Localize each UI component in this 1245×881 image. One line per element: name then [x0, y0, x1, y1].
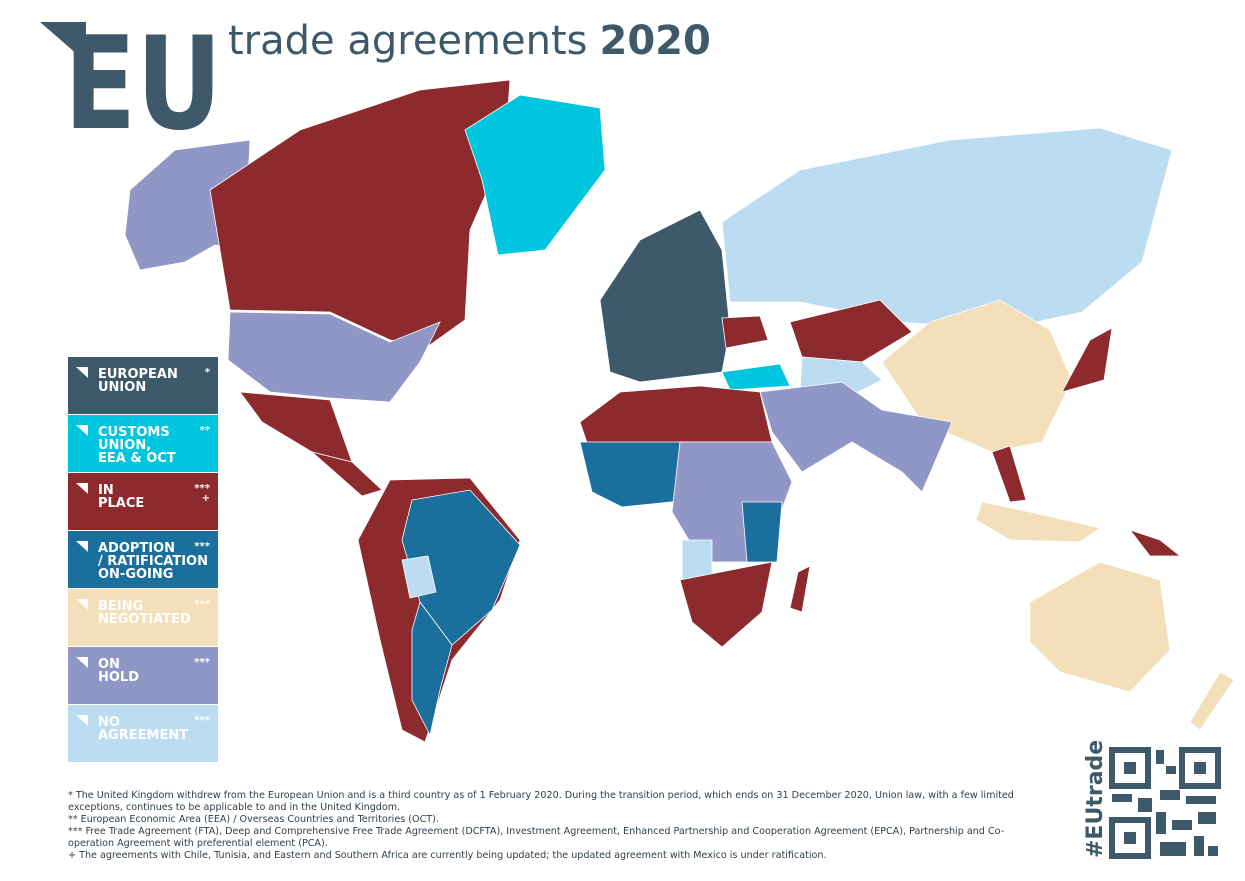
southern-africa — [679, 561, 773, 648]
qr-code — [1109, 747, 1221, 859]
canada — [209, 79, 511, 346]
west-africa — [579, 441, 691, 508]
title: trade agreements 2020 — [228, 18, 711, 64]
indonesia — [975, 501, 1101, 543]
logo: EU — [64, 10, 222, 159]
legend-label: ADOPTION — [98, 541, 175, 556]
legend-icon — [76, 425, 88, 436]
legend-label: NO — [98, 715, 120, 730]
world-map — [124, 79, 1235, 743]
legend-label: UNION, — [98, 438, 151, 453]
usa — [227, 311, 441, 403]
angola — [681, 539, 713, 581]
japan — [1061, 327, 1113, 393]
ukraine — [721, 315, 769, 349]
legend-note: *** — [194, 715, 210, 726]
russia — [721, 127, 1173, 331]
legend-note: ** — [200, 425, 211, 436]
legend-note: * — [205, 367, 211, 378]
legend-note: *** — [194, 483, 210, 494]
turkey — [721, 363, 791, 391]
brazil — [401, 489, 521, 646]
legend-label: PLACE — [98, 496, 144, 511]
footnote: *** Free Trade Agreement (FTA), Deep and… — [68, 826, 1005, 849]
australia — [1029, 561, 1171, 693]
legend-label: HOLD — [98, 670, 139, 685]
east-africa — [741, 501, 783, 563]
central-america — [311, 451, 383, 497]
legend-swatch — [68, 531, 218, 588]
legend-icon — [76, 483, 88, 494]
new-zealand — [1189, 671, 1235, 731]
legend-swatch — [68, 647, 218, 704]
legend-label: / RATIFICATION — [98, 554, 208, 569]
argentina — [411, 601, 453, 737]
legend-label: UNION — [98, 380, 146, 395]
mexico — [239, 391, 353, 463]
title-text: trade agreements — [228, 18, 588, 64]
legend-label: EEA & OCT — [98, 451, 176, 466]
legend-note: + — [202, 493, 210, 504]
footnote: ** European Economic Area (EEA) / Overse… — [68, 814, 439, 825]
legend-label: EUROPEAN — [98, 367, 178, 382]
legend-label: BEING — [98, 599, 143, 614]
footnotes: * The United Kingdom withdrew from the E… — [68, 790, 1048, 862]
europe — [599, 209, 731, 383]
legend-swatch — [68, 589, 218, 646]
middle-east-india — [759, 381, 953, 493]
kazakhstan — [789, 299, 913, 363]
legend-note: *** — [194, 657, 210, 668]
legend-note: *** — [194, 541, 210, 552]
legend-swatch — [68, 473, 218, 530]
papua-new-guinea — [1128, 529, 1182, 557]
legend-label: ON — [98, 657, 120, 672]
legend-icon — [76, 541, 88, 552]
bolivia — [401, 555, 437, 599]
madagascar — [789, 565, 811, 613]
legend-label: CUSTOMS — [98, 425, 170, 440]
legend-icon — [76, 367, 88, 378]
legend-swatch — [68, 415, 218, 472]
vietnam — [991, 445, 1027, 503]
legend-icon — [76, 599, 88, 610]
footnote: * The United Kingdom withdrew from the E… — [68, 790, 1014, 813]
legend-swatch — [68, 705, 218, 762]
footnote: + The agreements with Chile, Tunisia, an… — [68, 850, 827, 861]
legend-swatch — [68, 357, 218, 414]
legend-label: NEGOTIATED — [98, 612, 191, 627]
hashtag: #EUtrade — [1083, 740, 1108, 858]
legend-label: AGREEMENT — [98, 728, 188, 743]
greenland — [464, 94, 606, 256]
legend-icon — [76, 657, 88, 668]
logo-triangle — [40, 22, 86, 62]
legend-label: IN — [98, 483, 114, 498]
title-year: 2020 — [600, 18, 711, 64]
legend-icon — [76, 715, 88, 726]
legend-label: ON-GOING — [98, 567, 173, 582]
legend-note: *** — [194, 599, 210, 610]
